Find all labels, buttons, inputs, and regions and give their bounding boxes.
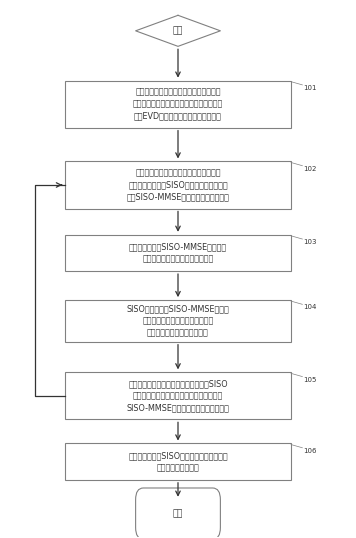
Text: 106: 106 (303, 448, 317, 454)
Text: 104: 104 (303, 305, 317, 310)
Text: 结束: 结束 (173, 509, 183, 518)
FancyBboxPatch shape (65, 372, 291, 420)
Text: 在末次迭代中用SISO译码器输出的比特似然
比进行输出比特判决: 在末次迭代中用SISO译码器输出的比特似然 比进行输出比特判决 (128, 451, 228, 472)
Text: 102: 102 (303, 166, 317, 172)
Text: 通过解交织器将SISO-MMSE检测器输
出的比特似然比排列为译码器顺序: 通过解交织器将SISO-MMSE检测器输 出的比特似然比排列为译码器顺序 (129, 243, 227, 263)
Text: 将所述的等效信道矩阵、特征值、特征向
量、接收信号以及SISO译码器输出的软信息
输入SISO-MMSE检测器计算比特似然比: 将所述的等效信道矩阵、特征值、特征向 量、接收信号以及SISO译码器输出的软信息… (127, 169, 229, 201)
Text: 判断是否为末次迭代，在非末次迭代将SISO
译码器输出的比特似然比经过交织器反馈给
SISO-MMSE检测器用于重建均值和方差: 判断是否为末次迭代，在非末次迭代将SISO 译码器输出的比特似然比经过交织器反馈… (127, 379, 229, 412)
FancyBboxPatch shape (65, 300, 291, 342)
FancyBboxPatch shape (65, 235, 291, 271)
Text: 利用信道估计和预编码信息获得等效信道
矩阵和等效信道发送相关阵，并对该相关阵
进行EVD分解，求得特征值和特征向量: 利用信道估计和预编码信息获得等效信道 矩阵和等效信道发送相关阵，并对该相关阵 进… (133, 88, 223, 121)
Text: 101: 101 (303, 85, 317, 91)
FancyBboxPatch shape (136, 488, 220, 538)
FancyBboxPatch shape (65, 161, 291, 209)
Text: 105: 105 (303, 377, 317, 383)
Text: 开始: 开始 (173, 26, 183, 36)
Text: SISO译码器利用SISO-MMSE检测器
输出的比特似然比作为先验信息，
通过译码获得新的比特似然比: SISO译码器利用SISO-MMSE检测器 输出的比特似然比作为先验信息， 通过… (127, 305, 229, 337)
Text: 103: 103 (303, 239, 317, 245)
FancyBboxPatch shape (65, 443, 291, 480)
FancyBboxPatch shape (65, 81, 291, 128)
Polygon shape (136, 15, 220, 46)
